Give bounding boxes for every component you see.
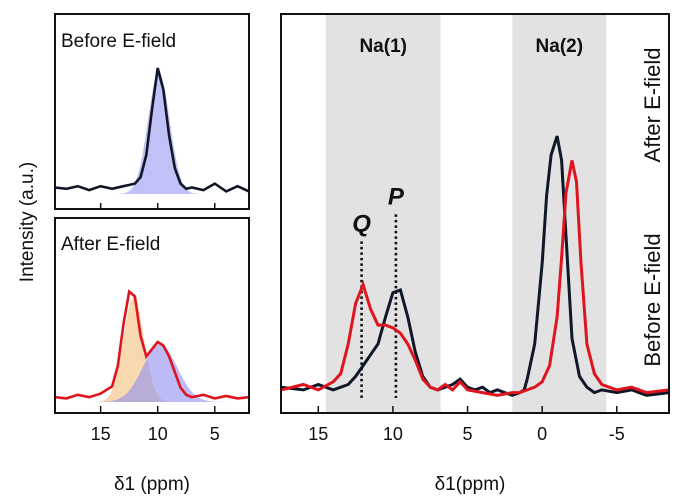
left-x-tick-label-5: 5 xyxy=(210,424,220,444)
left-top-fill-blue xyxy=(55,71,249,194)
left-bottom-frame xyxy=(54,217,250,414)
legend-before-e-field: Before E-field xyxy=(640,233,665,366)
marker-label-Q: Q xyxy=(352,210,371,237)
left-top-frame xyxy=(54,13,250,210)
right-before-curve xyxy=(280,135,670,397)
right-x-tick-label--5: -5 xyxy=(609,424,625,444)
left-bottom-fill-blue xyxy=(55,344,249,402)
right-frame xyxy=(280,13,670,414)
peak-markers: QP xyxy=(352,183,405,398)
region-1 xyxy=(325,15,441,412)
highlight-regions: Na(1) Na(2) xyxy=(325,15,607,412)
y-axis-label: Intensity (a.u.) xyxy=(17,162,38,282)
marker-label-P: P xyxy=(388,183,405,210)
right-x-tick-label-0: 0 xyxy=(537,424,547,444)
left-x-tick-label-10: 10 xyxy=(148,424,168,444)
left-bottom-fills xyxy=(55,297,249,402)
right-after-curve xyxy=(280,160,670,397)
right-x-tick-label-15: 15 xyxy=(308,424,328,444)
right-x-tick-label-5: 5 xyxy=(463,424,473,444)
right-x-tick-label-10: 10 xyxy=(383,424,403,444)
right-panel: QP 15 10 5 0 -5 δ1(ppm) After E-field Before… xyxy=(280,13,670,495)
region-label-1: Na(1) xyxy=(359,36,407,57)
left-bottom-x-ticks: 15 10 5 xyxy=(91,406,220,444)
right-x-ticks: 15 10 5 0 -5 xyxy=(308,406,625,444)
left-bottom-panel: After E-field 15 10 5 δ1 (ppm) xyxy=(54,217,250,495)
left-bottom-title: After E-field xyxy=(61,234,160,255)
left-x-tick-label-15: 15 xyxy=(91,424,111,444)
legend-after-e-field: After E-field xyxy=(640,48,665,163)
left-bottom-after-curve xyxy=(54,289,250,400)
left-top-before-curve xyxy=(54,67,250,193)
left-top-title: Before E-field xyxy=(61,31,176,52)
left-top-panel: Before E-field xyxy=(54,13,250,210)
right-x-axis-label: δ1(ppm) xyxy=(435,474,506,495)
region-label-2: Na(2) xyxy=(536,36,584,57)
left-x-axis-label: δ1 (ppm) xyxy=(114,474,190,495)
region-2 xyxy=(512,15,607,412)
